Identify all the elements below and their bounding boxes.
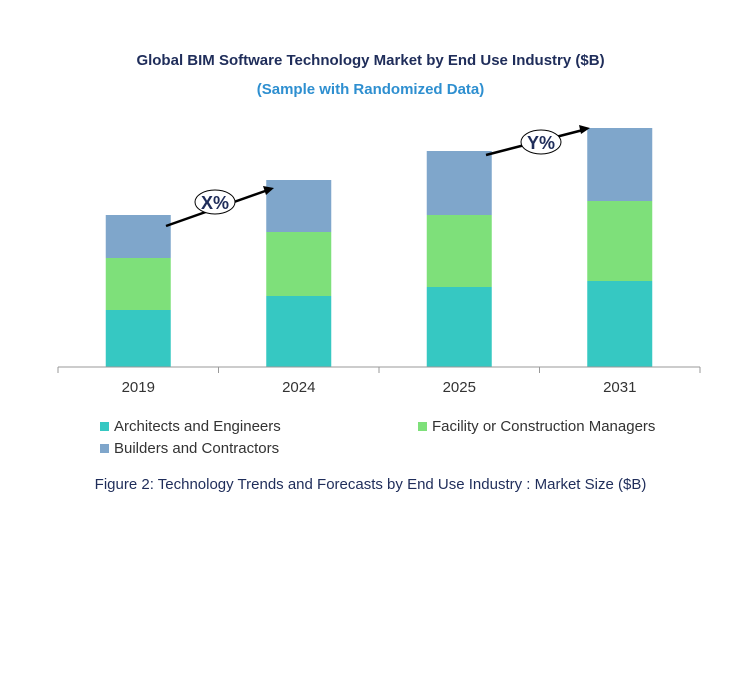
growth-label-2: Y%	[527, 133, 555, 153]
x-tick-label-2025: 2025	[443, 379, 476, 396]
bar-builders-2031	[587, 128, 653, 201]
bar-builders-2024	[266, 180, 332, 232]
growth-label-1: X%	[201, 193, 229, 213]
legend-label-builders: Builders and Contractors	[114, 440, 280, 457]
legend-label-facility: Facility or Construction Managers	[432, 418, 656, 435]
bar-facility-2031	[587, 201, 653, 281]
legend-swatch-facility	[418, 422, 427, 431]
legend-label-architects: Architects and Engineers	[114, 418, 281, 435]
legend-swatch-architects	[100, 422, 109, 431]
bar-architects-2025	[426, 287, 492, 367]
arrowhead-1	[263, 186, 274, 195]
arrowhead-2	[579, 125, 590, 134]
bar-architects-2031	[587, 281, 653, 367]
bar-facility-2025	[426, 215, 492, 287]
bar-architects-2019	[105, 310, 171, 367]
legend-item-facility: Facility or Construction Managers	[418, 418, 655, 435]
x-tick-label-2024: 2024	[282, 379, 315, 396]
legend-swatch-builders	[100, 444, 109, 453]
growth-label-1-bubble	[194, 189, 236, 215]
legend-item-builders: Builders and Contractors	[100, 440, 279, 457]
bar-builders-2025	[426, 151, 492, 215]
x-tick-label-2019: 2019	[122, 379, 155, 396]
legend-item-architects: Architects and Engineers	[100, 418, 281, 435]
chart-title: Global BIM Software Technology Market by…	[136, 52, 605, 69]
x-axis-ticks	[57, 367, 701, 373]
bar-facility-2019	[105, 258, 171, 310]
chart-subtitle: (Sample with Randomized Data)	[256, 81, 485, 98]
bar-facility-2024	[266, 232, 332, 296]
figure-caption: Figure 2: Technology Trends and Forecast…	[94, 476, 647, 493]
x-tick-label-2031: 2031	[603, 379, 636, 396]
growth-label-2-bubble	[520, 129, 562, 155]
bars-group	[105, 128, 653, 367]
x-axis-labels: 2019 2024 2025 2031	[122, 379, 637, 396]
bar-builders-2019	[105, 215, 171, 258]
bar-architects-2024	[266, 296, 332, 367]
